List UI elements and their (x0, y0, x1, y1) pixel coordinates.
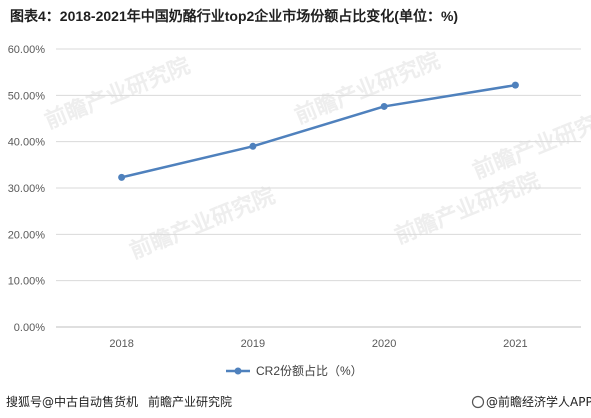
x-tick-label: 2018 (109, 338, 133, 350)
data-point (511, 81, 519, 89)
chart-title: 图表4：2018-2021年中国奶酪行业top2企业市场份额占比变化(单位：%) (10, 8, 459, 24)
data-point (249, 142, 257, 150)
legend: CR2份额占比（%） (226, 363, 363, 378)
footer-bar: 搜狐号@中古自动售货机 前瞻产业研究院 @前瞻经济学人APP (0, 386, 591, 418)
watermark-text: 前瞻产业研究院 (391, 168, 544, 250)
legend-point-marker (234, 367, 242, 375)
watermark-text: 前瞻产业研究院 (126, 183, 279, 265)
x-tick-label: 2020 (372, 338, 396, 350)
x-tick-label: 2019 (241, 338, 265, 350)
y-tick-label: 10.00% (8, 276, 46, 288)
y-axis-ticks: 0.00% 10.00% 20.00% 30.00% 40.00% 50.00% 60.00… (8, 44, 46, 334)
series-line (121, 83, 516, 179)
y-tick-label: 20.00% (8, 229, 46, 241)
footer-logo-icon (471, 395, 485, 409)
legend-label: CR2份额占比（%） (256, 363, 363, 378)
x-axis-ticks: 2018 2019 2020 2021 (109, 338, 527, 350)
footer-right-text: @前瞻经济学人APP (486, 394, 591, 409)
y-tick-label: 50.00% (8, 90, 46, 102)
footer-middle-text: 前瞻产业研究院 (148, 394, 232, 409)
y-tick-label: 40.00% (8, 137, 46, 149)
y-tick-label: 60.00% (8, 44, 46, 56)
series-group (118, 81, 519, 181)
gridlines (56, 48, 581, 328)
footer-left-text: 搜狐号@中古自动售货机 (6, 394, 138, 409)
y-tick-label: 0.00% (14, 322, 45, 334)
data-point (380, 102, 388, 110)
x-tick-label: 2021 (503, 338, 527, 350)
watermark-text: 前瞻产业研究院 (291, 48, 444, 130)
data-point (118, 173, 126, 181)
watermark-text: 前瞻产业研究院 (41, 53, 194, 135)
y-tick-label: 30.00% (8, 183, 46, 195)
